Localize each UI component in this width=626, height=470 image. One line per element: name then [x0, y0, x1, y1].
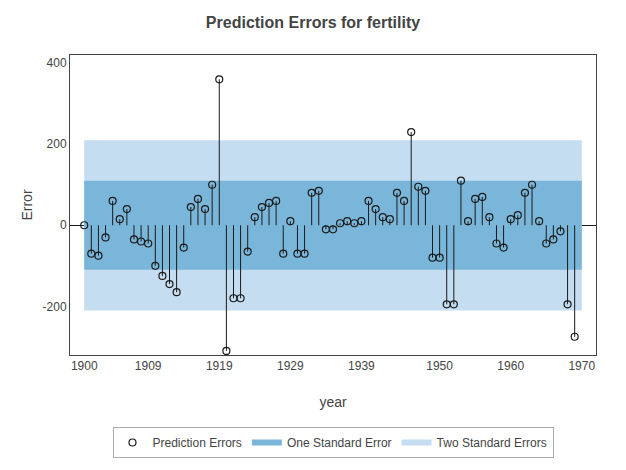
svg-text:Two Standard Errors: Two Standard Errors: [437, 436, 547, 450]
svg-text:1909: 1909: [135, 359, 162, 373]
svg-text:1950: 1950: [426, 359, 453, 373]
svg-text:0: 0: [60, 218, 67, 232]
svg-text:200: 200: [47, 137, 67, 151]
svg-text:Error: Error: [19, 189, 35, 220]
svg-text:1970: 1970: [568, 359, 595, 373]
svg-text:year: year: [319, 394, 347, 410]
svg-text:One Standard Error: One Standard Error: [287, 436, 392, 450]
svg-text:1900: 1900: [71, 359, 98, 373]
svg-text:1929: 1929: [277, 359, 304, 373]
svg-text:-200: -200: [43, 300, 67, 314]
svg-text:1919: 1919: [206, 359, 233, 373]
svg-text:1960: 1960: [497, 359, 524, 373]
svg-text:1939: 1939: [348, 359, 375, 373]
svg-text:Prediction Errors for fertilit: Prediction Errors for fertility: [206, 14, 420, 31]
svg-text:400: 400: [47, 56, 67, 70]
svg-text:Prediction Errors: Prediction Errors: [153, 436, 242, 450]
